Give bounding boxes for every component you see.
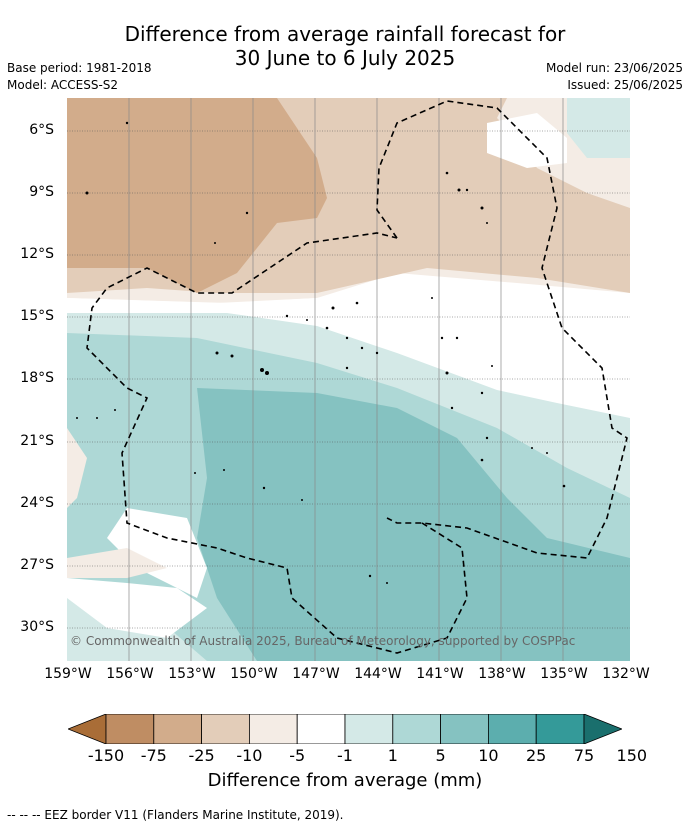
colorbar-tick-label: 75 — [573, 746, 595, 765]
white-band-central — [67, 283, 630, 418]
eez-french-polynesia — [86, 232, 468, 654]
colorbar-tick-label: -1 — [337, 746, 353, 765]
meta-right: Model run: 23/06/2025 Issued: 25/06/2025 — [546, 60, 683, 94]
title-line-1: Difference from average rainfall forecas… — [124, 22, 566, 46]
colorbar-tick-label: 25 — [526, 746, 547, 765]
colorbar-tick-label: 5 — [435, 746, 446, 765]
lon-label: 138°W — [478, 666, 526, 682]
colorbar-swatch — [296, 713, 346, 745]
white-patch-north-east — [487, 113, 567, 168]
eez-borders — [86, 100, 628, 654]
lon-label: 156°W — [106, 666, 154, 682]
colorbar-svg — [66, 713, 624, 745]
colorbar-tick-label: 150 — [616, 746, 648, 765]
rainfall-map — [67, 98, 630, 661]
colorbar-swatch — [105, 713, 155, 745]
eez-cook-islands — [376, 100, 628, 559]
lat-label: 9°S — [29, 184, 54, 200]
lat-label: 6°S — [29, 122, 54, 138]
meridians — [128, 98, 564, 661]
title-line-2: 30 June to 6 July 2025 — [234, 46, 456, 70]
colorbar — [66, 713, 624, 745]
colorbar-tick-label: 10 — [478, 746, 499, 765]
lat-label: 12°S — [20, 246, 54, 262]
colorbar-extend-high — [583, 713, 624, 745]
colorbar-tick-label: 1 — [387, 746, 398, 765]
base-period: Base period: 1981-2018 — [7, 61, 152, 75]
colorbar-title: Difference from average (mm) — [207, 770, 483, 791]
band-10-25 — [197, 388, 630, 661]
teal-patch-north-east — [567, 98, 630, 158]
model-run: Model run: 23/06/2025 — [545, 61, 683, 75]
colorbar-tick-label: -150 — [87, 746, 125, 765]
model-name: Model: ACCESS-S2 — [7, 78, 119, 92]
lat-label: 21°S — [20, 433, 54, 449]
brown-patch-southwest — [67, 548, 167, 578]
band-minus10-minus25 — [67, 98, 327, 293]
eez-footnote: -- -- -- EEZ border V11 (Flanders Marine… — [7, 808, 344, 822]
colorbar-swatch — [248, 713, 298, 745]
lon-label: 141°W — [416, 666, 464, 682]
colorbar-swatch — [153, 713, 203, 745]
white-patch-southwest — [107, 508, 207, 598]
colorbar-swatch — [487, 713, 537, 745]
colorbar-tick-label: -5 — [289, 746, 306, 765]
colorbar-tick-label: -75 — [140, 746, 167, 765]
issued-date: Issued: 25/06/2025 — [567, 78, 683, 92]
colorbar-swatch — [392, 713, 441, 745]
lon-label: 135°W — [540, 666, 588, 682]
copyright-notice: © Commonwealth of Australia 2025, Bureau… — [70, 634, 576, 648]
colorbar-swatch — [440, 713, 489, 745]
lon-label: 144°W — [354, 666, 402, 682]
colorbar-tick-label: -25 — [188, 746, 215, 765]
lat-label: 30°S — [20, 619, 54, 635]
islands — [76, 121, 566, 584]
lon-label: 150°W — [230, 666, 278, 682]
lon-label: 159°W — [44, 666, 92, 682]
map-svg — [67, 98, 630, 661]
colorbar-swatch — [201, 713, 250, 745]
lat-label: 15°S — [20, 308, 54, 324]
brown-patch-west — [67, 428, 87, 508]
lat-label: 24°S — [20, 495, 54, 511]
lon-label: 132°W — [602, 666, 650, 682]
colorbar-tick-label: -10 — [236, 746, 263, 765]
colorbar-extend-low — [66, 713, 107, 745]
map-title: Difference from average rainfall forecas… — [0, 22, 690, 70]
lon-label: 147°W — [292, 666, 340, 682]
meta-left: Base period: 1981-2018 Model: ACCESS-S2 — [7, 60, 152, 94]
lat-label: 27°S — [20, 557, 54, 573]
white-patch-south — [67, 578, 207, 638]
lat-label: 18°S — [20, 370, 54, 386]
colorbar-swatch — [535, 713, 585, 745]
colorbar-swatch — [344, 713, 394, 745]
lon-label: 153°W — [168, 666, 216, 682]
